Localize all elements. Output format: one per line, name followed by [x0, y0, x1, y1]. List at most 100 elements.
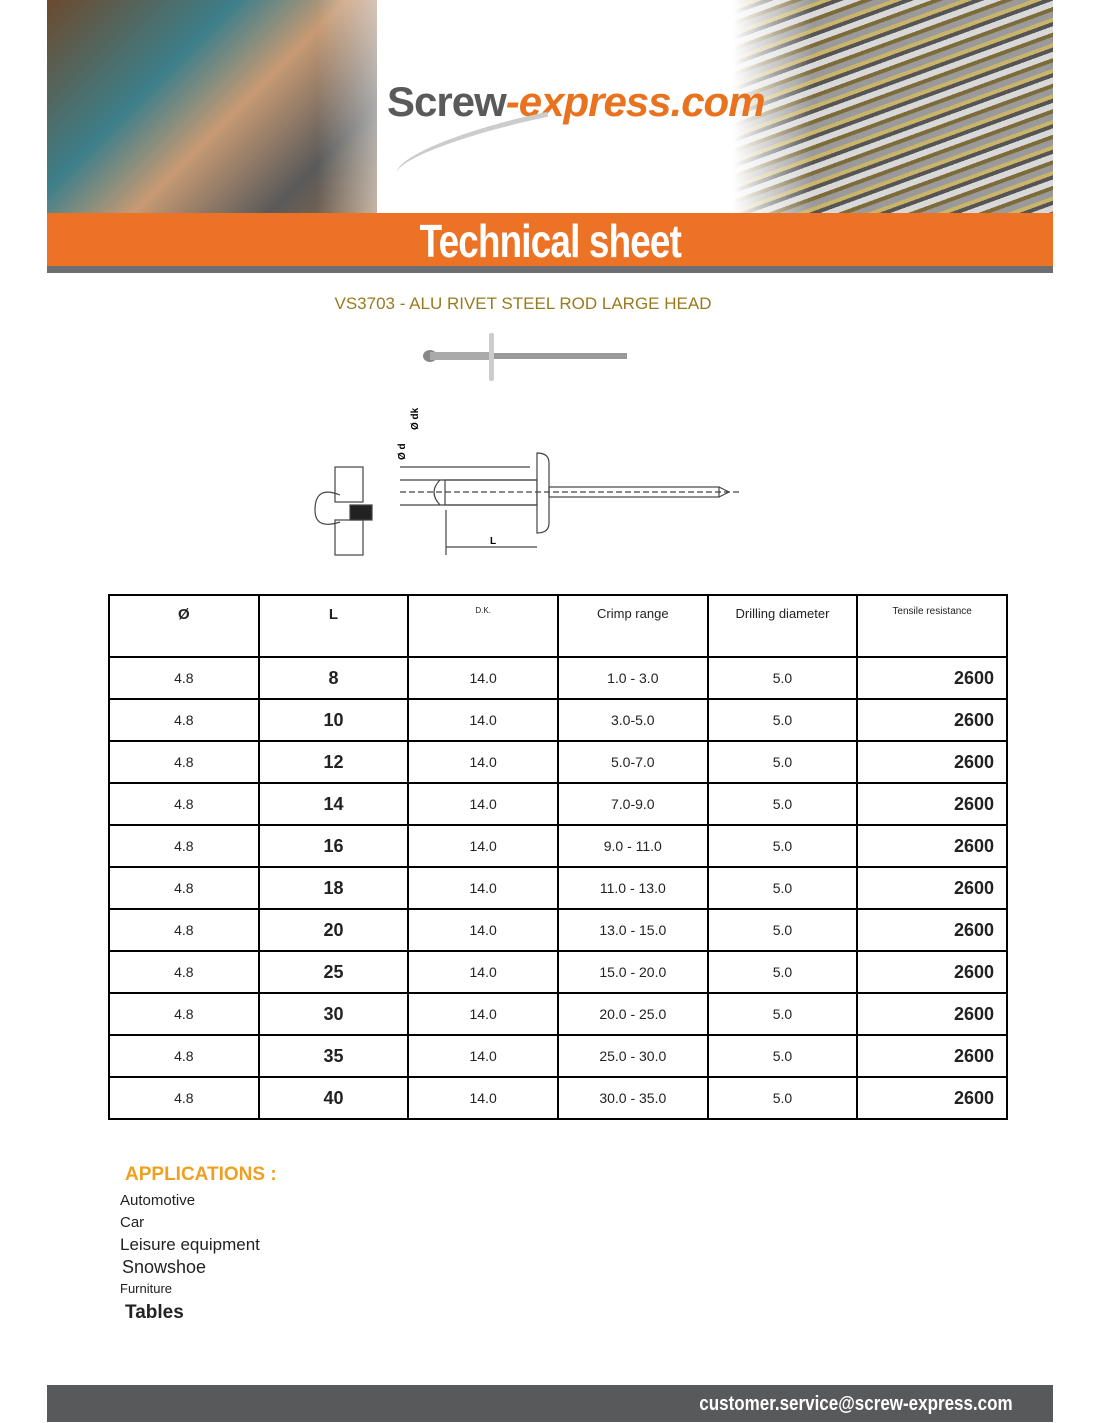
- table-cell: 5.0: [706, 782, 859, 826]
- table-cell: 12: [257, 740, 410, 784]
- application-item: Automotive: [120, 1192, 196, 1209]
- column-header: Drilling diameter: [706, 594, 859, 658]
- table-cell: 2600: [856, 866, 1008, 910]
- column-header: L: [257, 594, 410, 658]
- column-header: Crimp range: [556, 594, 709, 658]
- table-cell: 4.8: [108, 992, 260, 1036]
- footer: customer.service@screw-express.com: [47, 1385, 1053, 1422]
- table-row: 4.8 14 14.0 7.0-9.0 5.0 2600: [108, 782, 1008, 826]
- table-cell: 4.8: [108, 740, 260, 784]
- table-cell: 14.0: [407, 824, 559, 868]
- table-cell: 5.0: [706, 908, 859, 952]
- table-cell: 5.0: [706, 656, 859, 700]
- table-cell: 14.0: [407, 782, 559, 826]
- table-cell: 4.8: [108, 698, 260, 742]
- table-cell: 4.8: [108, 1076, 260, 1120]
- table-cell: 4.8: [108, 824, 260, 868]
- table-cell: 14: [257, 782, 410, 826]
- table-cell: 5.0: [706, 740, 859, 784]
- d-label: Ø d: [397, 443, 408, 460]
- table-row: 4.8 10 14.0 3.0-5.0 5.0 2600: [108, 698, 1008, 742]
- table-cell: 2600: [856, 698, 1008, 742]
- table-cell: 14.0: [407, 950, 559, 994]
- logo: Screw-express.com: [387, 78, 766, 125]
- table-cell: 14.0: [407, 698, 559, 742]
- table-cell: 35: [257, 1034, 410, 1078]
- table-cell: 4.8: [108, 656, 260, 700]
- screws-photo: [733, 0, 1053, 213]
- header-banner: Screw-express.com: [47, 0, 1053, 213]
- table-cell: 16: [257, 824, 410, 868]
- table-cell: 2600: [856, 992, 1008, 1036]
- table-cell: 40: [257, 1076, 410, 1120]
- contact-email[interactable]: customer.service@screw-express.com: [699, 1393, 1013, 1415]
- table-cell: 3.0-5.0: [556, 698, 709, 742]
- table-cell: 4.8: [108, 908, 260, 952]
- table-cell: 25.0 - 30.0: [556, 1034, 709, 1078]
- table-cell: 2600: [856, 656, 1008, 700]
- application-item: Snowshoe: [122, 1257, 207, 1277]
- table-cell: 2600: [856, 740, 1008, 784]
- table-row: 4.8 18 14.0 11.0 - 13.0 5.0 2600: [108, 866, 1008, 910]
- table-row: 4.8 8 14.0 1.0 - 3.0 5.0 2600: [108, 656, 1008, 700]
- spec-table: Ø L D.K. Crimp range Drilling diameter Tensil…: [108, 594, 1008, 1120]
- table-cell: 5.0: [706, 1076, 859, 1120]
- table-cell: 1.0 - 3.0: [556, 656, 709, 700]
- rivet-photo: [423, 333, 627, 381]
- application-item: Furniture: [120, 1281, 173, 1296]
- column-header: D.K.: [407, 594, 559, 658]
- applications-section: APPLICATIONS : Automotive Car Leisure equi…: [120, 1164, 277, 1324]
- banner-title: Technical sheet: [47, 213, 1053, 267]
- length-label: L: [490, 536, 496, 547]
- technical-drawing: [314, 452, 740, 556]
- table-cell: 14.0: [407, 992, 559, 1036]
- table-cell: 2600: [856, 824, 1008, 868]
- table-cell: 30.0 - 35.0: [556, 1076, 709, 1120]
- table-cell: 2600: [856, 950, 1008, 994]
- table-cell: 5.0: [706, 866, 859, 910]
- table-cell: 7.0-9.0: [556, 782, 709, 826]
- table-cell: 14.0: [407, 1034, 559, 1078]
- table-row: 4.8 16 14.0 9.0 - 11.0 5.0 2600: [108, 824, 1008, 868]
- table-cell: 20: [257, 908, 410, 952]
- table-cell: 10: [257, 698, 410, 742]
- table-cell: 14.0: [407, 1076, 559, 1120]
- table-cell: 5.0: [706, 824, 859, 868]
- table-cell: 4.8: [108, 782, 260, 826]
- table-cell: 15.0 - 20.0: [556, 950, 709, 994]
- applications-title: APPLICATIONS :: [125, 1164, 277, 1185]
- table-cell: 4.8: [108, 866, 260, 910]
- table-row: 4.8 25 14.0 15.0 - 20.0 5.0 2600: [108, 950, 1008, 994]
- application-item: Car: [120, 1214, 145, 1231]
- table-cell: 18: [257, 866, 410, 910]
- table-cell: 2600: [856, 782, 1008, 826]
- table-cell: 5.0: [706, 1034, 859, 1078]
- table-cell: 11.0 - 13.0: [556, 866, 709, 910]
- table-row: 4.8 20 14.0 13.0 - 15.0 5.0 2600: [108, 908, 1008, 952]
- column-header: Tensile resistance: [856, 594, 1008, 658]
- table-cell: 5.0: [706, 992, 859, 1036]
- application-item: Leisure equipment: [120, 1235, 260, 1254]
- table-cell: 14.0: [407, 740, 559, 784]
- tools-photo: [47, 0, 437, 213]
- application-item: Tables: [125, 1302, 184, 1323]
- table-cell: 14.0: [407, 656, 559, 700]
- table-cell: 4.8: [108, 950, 260, 994]
- table-cell: 5.0: [706, 698, 859, 742]
- table-cell: 2600: [856, 1076, 1008, 1120]
- table-cell: 2600: [856, 1034, 1008, 1078]
- table-cell: 13.0 - 15.0: [556, 908, 709, 952]
- table-cell: 5.0: [706, 950, 859, 994]
- rivet-diagram: Ø dk Ø d L: [314, 333, 740, 556]
- table-row: 4.8 30 14.0 20.0 - 25.0 5.0 2600: [108, 992, 1008, 1036]
- table-cell: 30: [257, 992, 410, 1036]
- table-cell: 8: [257, 656, 410, 700]
- table-cell: 20.0 - 25.0: [556, 992, 709, 1036]
- table-cell: 4.8: [108, 1034, 260, 1078]
- table-cell: 9.0 - 11.0: [556, 824, 709, 868]
- table-cell: 14.0: [407, 866, 559, 910]
- divider: [47, 266, 1053, 273]
- table-cell: 2600: [856, 908, 1008, 952]
- table-row: 4.8 40 14.0 30.0 - 35.0 5.0 2600: [108, 1076, 1008, 1120]
- column-header: Ø: [108, 594, 260, 658]
